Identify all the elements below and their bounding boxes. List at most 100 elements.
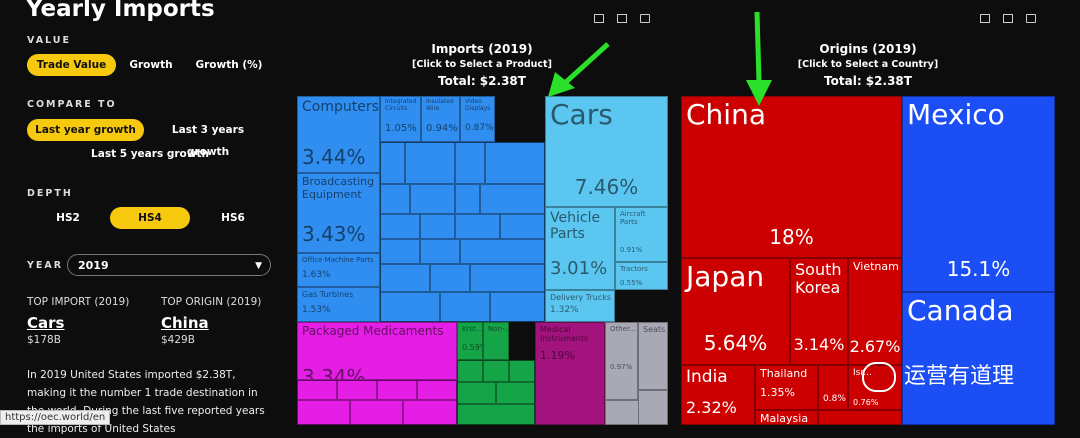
depth-option[interactable]: HS4 [110, 207, 190, 229]
year-select[interactable]: 2019 ▼ [67, 254, 271, 276]
small-tile [337, 380, 377, 400]
treemap-tile[interactable]: Medical Instruments 1.19% [535, 322, 605, 425]
compare-option[interactable]: Last 5 years growth [91, 148, 209, 160]
treemap-tile[interactable]: Tractors 0.55% [615, 262, 668, 290]
treemap-tile[interactable]: Aircraft Parts 0.91% [615, 207, 668, 262]
tile-share: 1.32% [550, 305, 579, 315]
treemap-tile[interactable]: Other... 0.97% [605, 322, 638, 400]
tile-label: Seats [643, 325, 666, 334]
small-tile [420, 239, 460, 264]
value-option[interactable]: Growth [129, 59, 173, 71]
filler-region [818, 410, 902, 425]
treemap-tile[interactable]: Computers 3.44% [297, 96, 380, 173]
tile-label: Malaysia [760, 412, 809, 425]
treemap-tile[interactable]: Integrated Circuits 1.05% [380, 96, 421, 142]
treemap-tile[interactable]: Mexico 15.1% [902, 96, 1055, 292]
top-import[interactable]: Cars [27, 314, 65, 332]
small-tile [457, 382, 496, 404]
treemap-tile[interactable]: Delivery Trucks 1.32% [545, 290, 615, 322]
tile-label: Other... [610, 325, 636, 333]
treemap-tile[interactable]: 0.8% [818, 365, 848, 410]
small-tile [380, 214, 420, 239]
chart-hint: [Click to Select a Country] [797, 59, 939, 70]
treemap-tile[interactable]: Insulated Wire 0.94% [421, 96, 460, 142]
depth-option[interactable]: HS2 [56, 212, 80, 224]
compare-option[interactable]: Last 3 years growth [171, 124, 245, 158]
treemap-tile[interactable]: India 2.32% [681, 365, 755, 425]
value-option[interactable]: Trade Value [27, 54, 116, 76]
watermark-text: 运营有道理 [904, 364, 1015, 389]
table-icon[interactable] [980, 14, 990, 23]
tile-share: 7.46% [574, 175, 639, 199]
tile-share: 5.64% [703, 331, 768, 355]
small-tile [403, 400, 457, 425]
tile-share: 3.14% [793, 335, 845, 354]
small-tile [455, 184, 480, 214]
treemap-tile[interactable]: Japan 5.64% [681, 258, 790, 365]
tile-label: China [686, 98, 766, 131]
imports-header: Imports (2019) [Click to Select a Produc… [382, 41, 582, 89]
share-icon[interactable] [1026, 14, 1036, 23]
depth-option[interactable]: HS6 [221, 212, 245, 224]
small-tile [440, 292, 490, 322]
small-tile [380, 142, 405, 184]
small-tile [380, 264, 430, 292]
tile-share: 0.97% [610, 363, 633, 371]
treemap-tile[interactable]: Malaysia [755, 410, 818, 425]
tile-label: Broadcasting Equipment [302, 175, 375, 201]
small-tile [380, 239, 420, 264]
tile-label: Non-... [488, 325, 509, 333]
treemap-tile[interactable]: Thailand 1.35% [755, 365, 818, 410]
image-icon[interactable] [617, 14, 627, 23]
image-icon[interactable] [1003, 14, 1013, 23]
treemap-tile[interactable]: Canada [902, 292, 1055, 425]
treemap-tile[interactable]: Video Displays 0.87% [460, 96, 495, 142]
tile-share: 0.91% [620, 246, 643, 254]
treemap-tile[interactable]: Broadcasting Equipment 3.43% [297, 173, 380, 253]
share-icon[interactable] [640, 14, 650, 23]
treemap-tile[interactable]: Seats [638, 322, 668, 390]
tile-label: Gas Turbines [302, 290, 354, 299]
treemap-tile[interactable]: Vietnam 2.67% [848, 258, 902, 365]
chart-title: Origins (2019) [819, 42, 917, 56]
wechat-icon [862, 362, 896, 392]
tile-label: Cars [550, 98, 613, 131]
small-tile [490, 292, 545, 322]
treemap-tile[interactable]: South Korea 3.14% [790, 258, 848, 365]
treemap-tile[interactable]: Knit... 0.59% [457, 322, 483, 360]
small-tile [457, 404, 535, 425]
toolbar [594, 14, 650, 23]
small-tile [297, 400, 350, 425]
chart-title: Imports (2019) [431, 42, 533, 56]
tile-share: 0.8% [823, 394, 846, 404]
treemap-tile[interactable]: Gas Turbines 1.53% [297, 287, 380, 322]
tile-label: Aircraft Parts [620, 210, 646, 227]
tile-label: Vehicle Parts [550, 210, 601, 243]
small-tile [485, 142, 545, 184]
compare-option[interactable]: Last year growth [27, 119, 144, 141]
filler-region [638, 390, 668, 425]
small-tile [460, 239, 545, 264]
tile-share: 3.34% [302, 365, 366, 380]
treemap-tile[interactable]: Office Machine Parts 1.63% [297, 253, 380, 287]
tile-label: Insulated Wire [426, 98, 454, 112]
chart-total: Total: $2.38T [438, 74, 526, 88]
tile-label: Tractors [620, 265, 648, 273]
watermark: 运营有道理 [862, 358, 1014, 392]
small-tile [457, 360, 483, 382]
tile-label: Delivery Trucks [550, 293, 612, 302]
tile-label: Mexico [907, 98, 1005, 131]
treemap-tile[interactable]: Cars 7.46% [545, 96, 668, 207]
treemap-tile[interactable]: Vehicle Parts 3.01% [545, 207, 615, 290]
section-label: DEPTH [27, 188, 73, 199]
treemap-tile[interactable]: China 18% [681, 96, 902, 258]
description: In 2019 United States imported $2.38T, m… [27, 369, 265, 435]
top-origin[interactable]: China [161, 314, 209, 332]
treemap-tile[interactable]: Non-... [483, 322, 509, 360]
treemap-tile[interactable]: Packaged Medicaments 3.34% [297, 322, 457, 380]
tile-label: Office Machine Parts [302, 256, 374, 264]
dropdown-arrow: ▼ [255, 261, 262, 271]
value-option[interactable]: Growth (%) [195, 59, 263, 71]
table-icon[interactable] [594, 14, 604, 23]
small-tile [483, 360, 509, 382]
